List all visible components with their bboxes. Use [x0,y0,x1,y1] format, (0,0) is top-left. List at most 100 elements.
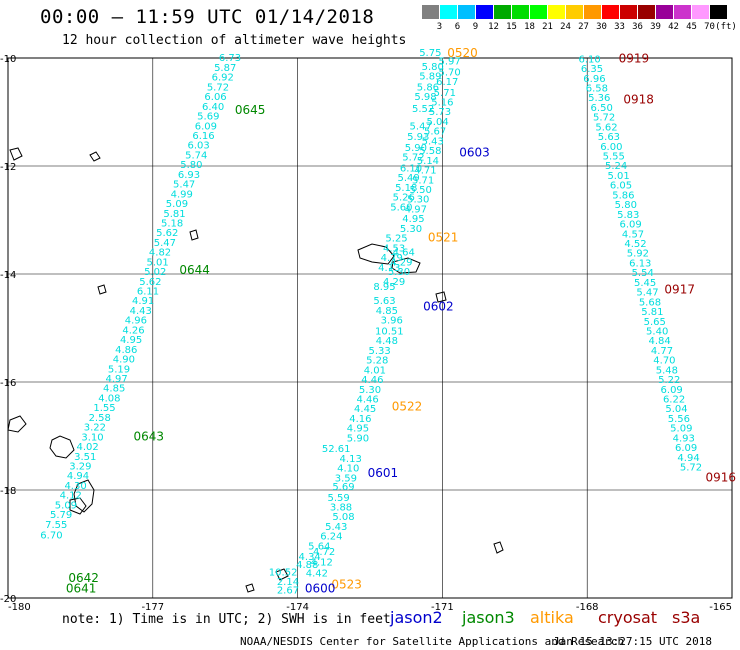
swh-value: 6.09 [661,385,683,396]
swh-value: 4.71 [414,166,436,177]
swh-value: 5.40 [646,326,668,337]
swh-value: 5.81 [163,209,185,220]
scale-swatch [602,5,619,19]
lon-tick-label: -177 [141,602,164,613]
swh-value: 4.46 [361,375,383,386]
swh-value: 5.08 [332,512,354,523]
swh-value: 4.99 [171,189,193,200]
map-title: 00:00 – 11:59 UTC 01/14/2018 [40,6,375,28]
swh-value: 7.55 [45,520,67,531]
scale-swatch [584,5,601,19]
swh-value: 5.63 [598,132,620,143]
swh-value: 5.48 [656,365,678,376]
swh-value: 5.74 [185,150,207,161]
map-subtitle: 12 hour collection of altimeter wave hei… [62,33,407,48]
timestamp-text: Jan 15 13:27:15 UTC 2018 [553,635,712,648]
swh-value: 4.70 [653,356,675,367]
swh-value: 8.95 [373,282,395,293]
island-outline [435,291,447,303]
swh-value: 5.24 [605,161,627,172]
swh-value: 5.70 [439,67,461,78]
pass-time-label: 0521 [428,231,459,245]
scale-swatch [674,5,691,19]
swh-value: 5.81 [641,307,663,318]
swh-value: 5.90 [405,143,427,154]
swh-value: 3.22 [84,423,106,434]
scale-label: 6 [454,22,461,32]
swh-value: 5.90 [347,433,369,444]
swh-value: 5.69 [197,112,219,123]
island-outline [49,435,75,459]
swh-value: 4.88 [296,560,318,571]
swh-value: 5.92 [627,249,649,260]
swh-value: 6.06 [204,92,226,103]
island-outline [275,568,289,581]
island-outline [357,243,395,265]
swh-value: 5.14 [417,156,439,167]
swh-value: 5.26 [393,193,415,204]
swh-value: 6.09 [620,220,642,231]
swh-value: 5.47 [173,180,195,191]
pass-time-label: 0918 [623,92,654,106]
swh-value: 5.62 [595,122,617,133]
swh-value: 3.51 [74,452,96,463]
note-text: note: 1) Time is in UTC; 2) SWH is in fe… [62,612,391,627]
pass-time-label: 0919 [619,51,650,65]
swh-value: 5.55 [603,152,625,163]
swh-value: 3.59 [335,473,357,484]
swh-value: 4.95 [402,214,424,225]
swh-value: 5.71 [412,175,434,186]
swh-value: 5.52 [412,104,434,115]
island-outline [7,415,27,433]
swh-value: 5.30 [388,267,410,278]
swh-value: 6.17 [436,77,458,88]
swh-value: 4.29 [390,257,412,268]
scale-label: 33 [614,22,625,32]
scale-label: 3 [436,22,443,32]
swh-value: 5.80 [180,160,202,171]
swh-value: 4.85 [103,384,125,395]
swh-value: 5.93 [407,132,429,143]
legend-altika: altika [530,608,574,627]
swh-value: 5.25 [385,234,407,245]
lon-tick-label: -171 [431,602,454,613]
pass-time-label: 0644 [179,263,210,277]
swh-value: 4.79 [381,253,403,264]
swh-value: 5.63 [373,296,395,307]
swh-value: 4.85 [376,306,398,317]
swh-value: 5.73 [429,107,451,118]
swh-value: 5.80 [615,200,637,211]
swh-value: 5.04 [665,404,687,415]
pass-time-label: 0642 [68,571,99,585]
swh-value: 4.90 [113,355,135,366]
swh-value: 6.11 [137,287,159,298]
scale-swatch [530,5,547,19]
swh-value: 5.28 [366,356,388,367]
scale-label: 45 [686,22,697,32]
swh-value: 6.93 [178,170,200,181]
scale-swatch [458,5,475,19]
swh-value: 5.09 [55,500,77,511]
swh-value: 1.55 [93,403,115,414]
swh-value: 5.86 [417,82,439,93]
swh-value: 5.56 [668,414,690,425]
scale-label: 21 [542,22,553,32]
scale-label: 39 [650,22,661,32]
lon-tick-label: -180 [8,602,31,613]
scale-swatch [710,5,727,19]
swh-value: 5.67 [424,127,446,138]
swh-value: 2.58 [89,413,111,424]
swh-value: 4.86 [115,345,137,356]
scale-label: 36 [632,22,643,32]
swh-value: 5.50 [410,185,432,196]
swh-value: 5.65 [644,317,666,328]
swh-value: 5.86 [612,190,634,201]
credit-text: NOAA/NESDIS Center for Satellite Applica… [240,635,625,648]
swh-value: 4.46 [356,395,378,406]
pass-time-label: 0523 [331,577,362,591]
swh-value: 4.10 [337,464,359,475]
legend-cryosat: cryosat [598,608,658,627]
scale-unit-label: (ft) [715,22,737,32]
swh-value: 5.36 [588,93,610,104]
